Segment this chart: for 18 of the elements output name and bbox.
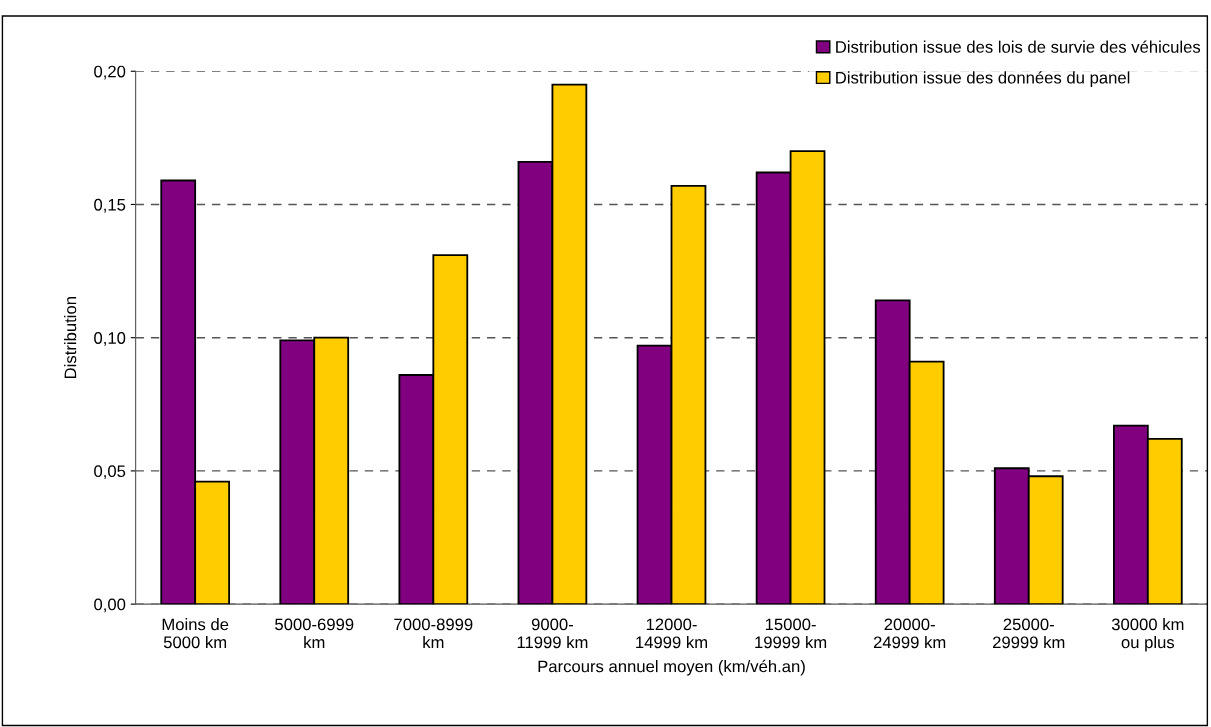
x-tick-label: 20000- 24999 km: [873, 618, 946, 649]
x-tick-label: Moins de 5000 km: [162, 618, 229, 649]
y-axis-title: Distribution: [64, 297, 77, 379]
x-tick-label: 9000- 11999 km: [517, 618, 588, 649]
y-tick-label: 0,15: [94, 198, 126, 213]
x-tick-label: 5000-6999 km: [275, 618, 354, 649]
y-tick-label: 0,20: [94, 65, 126, 80]
x-axis-title: Parcours annuel moyen (km/véh.an): [538, 659, 805, 676]
y-tick-label: 0,10: [94, 332, 126, 346]
y-tick-label: 0,00: [94, 598, 126, 613]
legend-label: Distribution issue des données du panel: [836, 71, 1130, 87]
x-tick-label: 30000 km ou plus: [1111, 618, 1184, 652]
y-tick-label: 0,05: [94, 465, 126, 480]
x-tick-label: 12000- 14999 km: [636, 618, 707, 649]
x-tick-label: 15000- 19999 km: [755, 618, 827, 649]
x-tick-label: 7000-8999 km: [394, 618, 473, 649]
legend-label: Distribution issue des lois de survie des véhicules: [836, 40, 1201, 53]
x-tick-label: 25000- 29999 km: [992, 618, 1065, 649]
